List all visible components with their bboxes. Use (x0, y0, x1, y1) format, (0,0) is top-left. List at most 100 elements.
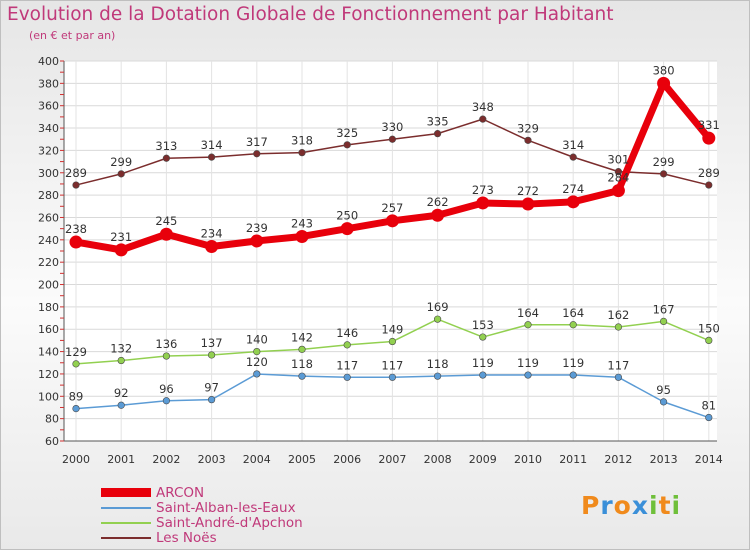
data-point-saint-andr-d-apchon (298, 345, 306, 353)
data-label-saint-alban-les-eaux: 120 (246, 355, 268, 369)
y-tick-label: 300 (38, 167, 59, 180)
proxiti-logo: Proxiti (581, 491, 681, 520)
y-tick-label: 80 (45, 413, 59, 426)
data-point-arcon (385, 214, 399, 228)
data-label-saint-andr-d-apchon: 137 (201, 336, 223, 350)
y-tick-label: 100 (38, 390, 59, 403)
data-label-saint-alban-les-eaux: 81 (701, 399, 716, 413)
legend-swatch (101, 521, 151, 524)
x-tick-label: 2005 (288, 453, 316, 466)
data-point-arcon (340, 222, 354, 236)
data-label-arcon: 250 (336, 209, 358, 223)
data-point-saint-andr-d-apchon (253, 347, 261, 356)
data-point-les-no-s (659, 170, 668, 178)
data-point-les-no-s (253, 150, 261, 158)
logo-letter: i (649, 491, 659, 520)
data-label-les-no-s: 329 (517, 121, 539, 135)
data-label-saint-alban-les-eaux: 89 (69, 390, 84, 404)
y-tick-label: 120 (38, 368, 59, 381)
legend-swatch (101, 488, 151, 497)
x-tick-label: 2014 (695, 453, 723, 466)
data-label-saint-andr-d-apchon: 167 (653, 302, 675, 316)
data-label-saint-alban-les-eaux: 117 (381, 358, 403, 372)
data-label-arcon: 238 (65, 222, 87, 236)
data-point-saint-andr-d-apchon (388, 337, 397, 346)
data-point-arcon (250, 234, 264, 248)
data-point-arcon (295, 229, 309, 243)
data-label-arcon: 231 (110, 230, 132, 244)
data-point-les-no-s (162, 154, 170, 162)
data-label-saint-andr-d-apchon: 162 (607, 308, 629, 322)
data-point-saint-andr-d-apchon (343, 341, 351, 349)
data-point-arcon (521, 197, 535, 211)
data-point-arcon (69, 235, 83, 249)
data-label-saint-alban-les-eaux: 96 (159, 382, 174, 396)
x-tick-label: 2010 (514, 453, 542, 466)
y-tick-label: 400 (38, 55, 59, 68)
logo-letter: i (671, 491, 682, 520)
data-point-saint-alban-les-eaux (659, 398, 668, 406)
data-label-les-no-s: 301 (607, 153, 629, 167)
legend-swatch (101, 536, 151, 539)
data-label-saint-alban-les-eaux: 119 (517, 356, 539, 370)
x-tick-label: 2002 (152, 453, 180, 466)
data-point-les-no-s (343, 141, 351, 149)
data-label-saint-andr-d-apchon: 169 (427, 300, 449, 314)
chart-legend: ARCON Saint-Alban-les-Eaux Saint-André-d'A… (101, 485, 303, 546)
data-label-arcon: 272 (517, 184, 539, 198)
data-point-saint-alban-les-eaux (298, 372, 306, 380)
data-label-saint-alban-les-eaux: 97 (204, 381, 219, 395)
y-tick-label: 280 (38, 189, 59, 202)
data-label-les-no-s: 289 (698, 166, 720, 180)
legend-label: Saint-André-d'Apchon (156, 514, 303, 531)
legend-label: Les Noës (156, 529, 217, 546)
data-label-les-no-s: 330 (381, 120, 403, 134)
data-point-saint-alban-les-eaux (388, 373, 397, 381)
data-label-saint-alban-les-eaux: 117 (607, 358, 629, 372)
data-point-saint-andr-d-apchon (208, 351, 216, 359)
data-label-arcon: 380 (653, 63, 675, 77)
data-label-les-no-s: 325 (336, 126, 358, 140)
logo-letter: t (658, 491, 672, 520)
legend-label: Saint-Alban-les-Eaux (156, 499, 296, 516)
data-point-arcon (205, 240, 219, 254)
data-label-saint-andr-d-apchon: 149 (381, 323, 403, 337)
data-point-saint-alban-les-eaux (434, 372, 442, 380)
data-point-saint-andr-d-apchon (524, 321, 532, 329)
data-label-arcon: 331 (698, 118, 720, 132)
data-point-arcon (476, 196, 490, 210)
data-label-arcon: 262 (427, 195, 449, 209)
legend-item: ARCON (101, 485, 303, 501)
legend-swatch (101, 506, 151, 509)
data-point-arcon (431, 208, 445, 222)
y-tick-label: 340 (38, 122, 59, 135)
data-point-saint-andr-d-apchon (614, 323, 623, 331)
logo-letter: o (613, 491, 632, 520)
data-label-arcon: 273 (472, 183, 494, 197)
data-label-les-no-s: 299 (110, 155, 132, 169)
data-label-arcon: 284 (607, 171, 629, 185)
legend-item: Les Noës (101, 529, 303, 546)
x-tick-label: 2009 (469, 453, 497, 466)
data-point-saint-andr-d-apchon (72, 360, 80, 368)
y-tick-label: 380 (38, 77, 59, 90)
data-point-arcon (159, 227, 173, 241)
legend-item: Saint-Alban-les-Eaux (101, 499, 303, 516)
x-tick-label: 2001 (107, 453, 135, 466)
y-tick-label: 360 (38, 100, 59, 113)
x-tick-label: 2012 (604, 453, 632, 466)
y-tick-label: 220 (38, 256, 59, 269)
y-tick-label: 140 (38, 346, 59, 359)
x-tick-label: 2011 (559, 453, 587, 466)
y-tick-label: 60 (45, 435, 59, 448)
data-point-saint-alban-les-eaux (569, 371, 577, 379)
chart-subtitle: (en € et par an) (29, 29, 116, 42)
data-point-arcon (657, 76, 671, 90)
data-point-les-no-s (705, 181, 713, 189)
data-label-arcon: 243 (291, 216, 313, 230)
data-label-saint-andr-d-apchon: 146 (336, 326, 358, 340)
data-label-arcon: 239 (246, 221, 268, 235)
data-point-saint-andr-d-apchon (162, 352, 170, 360)
data-point-les-no-s (298, 149, 306, 157)
